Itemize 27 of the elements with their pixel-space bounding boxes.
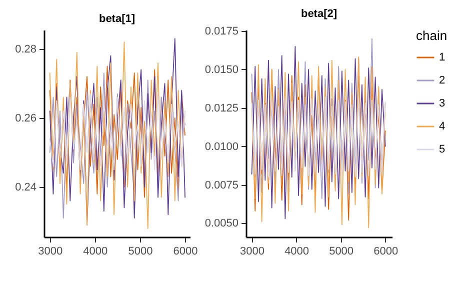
legend-label: 1 [439,52,446,64]
y-tick-label: 0.0100 [204,140,238,153]
y-tick-label: 0.26 [15,112,36,124]
y-tick-label: 0.0175 [204,26,238,38]
chart-title: beta[2] [300,8,338,20]
x-tick-label: 4000 [284,246,310,258]
x-tick-label: 5000 [128,246,153,258]
line-series [49,93,186,170]
legend-title: chain [416,28,448,43]
y-tick-label: 0.0075 [204,179,238,192]
legend-label: 2 [439,74,446,86]
x-tick-label: 6000 [374,246,398,258]
y-tick-label: 0.0050 [204,218,238,230]
legend-label: 3 [439,98,446,110]
x-tick-label: 4000 [83,246,108,258]
y-tick-label: 0.24 [15,181,36,194]
y-tick-label: 0.0125 [204,102,238,114]
y-tick-label: 0.0150 [204,64,238,76]
y-tick-label: 0.28 [15,43,36,56]
legend-label: 4 [439,120,446,132]
x-tick-label: 6000 [173,246,198,258]
chart-title: beta[1] [98,13,136,25]
x-tick-label: 3000 [38,246,63,258]
x-tick-label: 5000 [329,246,354,258]
legend-label: 5 [439,144,446,156]
line-series [251,96,386,178]
x-tick-label: 3000 [240,246,265,258]
